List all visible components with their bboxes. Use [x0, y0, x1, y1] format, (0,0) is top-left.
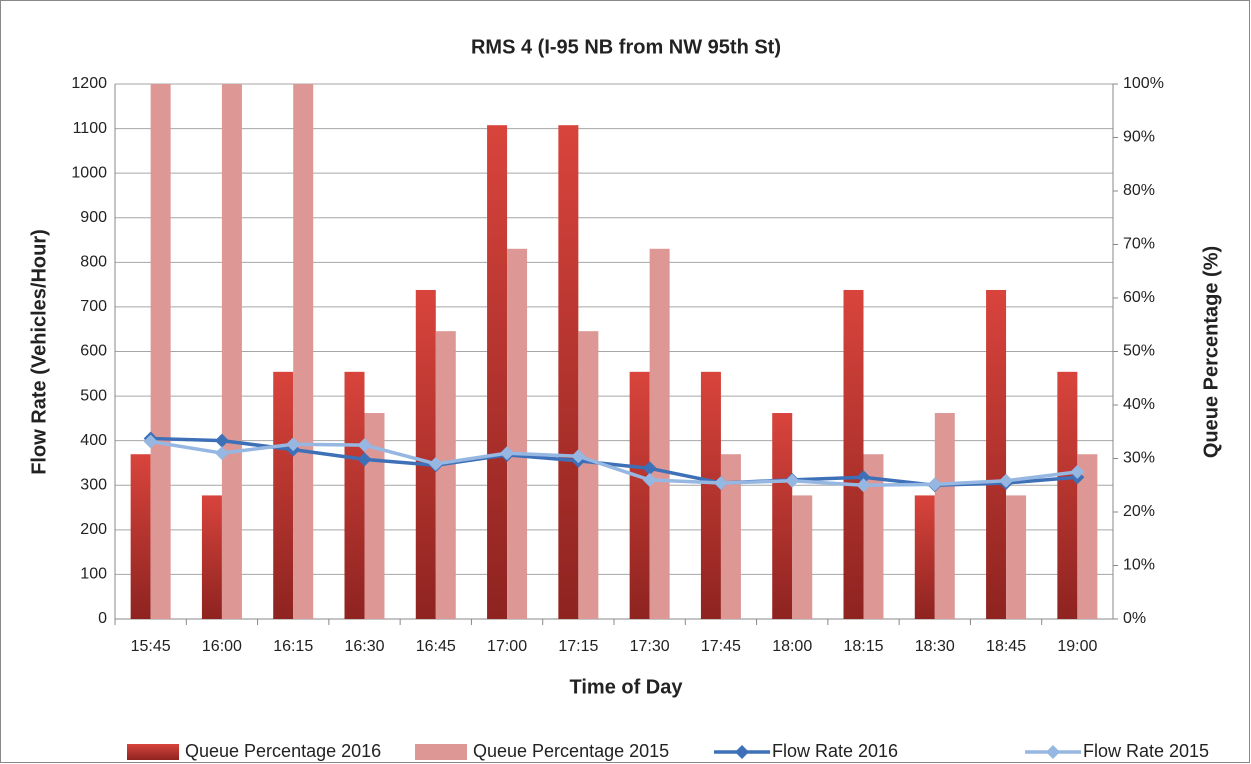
x-tick-label: 18:15 — [843, 638, 883, 655]
y-tick-label: 100 — [80, 566, 107, 583]
marker — [357, 438, 372, 453]
bar — [415, 289, 436, 619]
bar — [843, 289, 864, 619]
bar — [792, 495, 813, 619]
bar — [700, 371, 721, 619]
legend-swatch — [415, 744, 467, 760]
bar — [344, 371, 365, 619]
bar — [364, 413, 385, 619]
bar — [487, 125, 508, 619]
legend-marker — [1046, 745, 1060, 759]
y2-tick-label: 70% — [1123, 236, 1155, 253]
y-axis-title: Flow Rate (Vehicles/Hour) — [28, 229, 50, 475]
bar — [914, 495, 935, 619]
bar — [150, 84, 171, 619]
bar — [558, 125, 579, 619]
bar — [720, 454, 741, 619]
bar — [649, 248, 670, 619]
bar — [293, 84, 314, 619]
y2-tick-label: 40% — [1123, 396, 1155, 413]
y2-tick-label: 100% — [1123, 75, 1164, 92]
bar — [130, 454, 151, 619]
x-tick-label: 16:30 — [344, 638, 384, 655]
line — [150, 439, 1078, 488]
bar — [507, 248, 528, 619]
marker — [1070, 464, 1085, 479]
chart-title: RMS 4 (I-95 NB from NW 95th St) — [471, 36, 781, 58]
y2-tick-label: 50% — [1123, 343, 1155, 360]
y-tick-label: 400 — [80, 432, 107, 449]
y2-tick-label: 80% — [1123, 182, 1155, 199]
marker — [214, 446, 229, 461]
bar — [934, 413, 955, 619]
bar — [221, 84, 242, 619]
x-tick-label: 18:00 — [772, 638, 812, 655]
x-tick-label: 16:15 — [273, 638, 313, 655]
marker — [571, 449, 586, 464]
marker — [428, 456, 443, 471]
marker — [856, 478, 871, 493]
x-tick-label: 18:30 — [915, 638, 955, 655]
marker — [785, 473, 800, 488]
bar — [578, 331, 599, 619]
legend-label: Queue Percentage 2015 — [473, 741, 669, 761]
bar — [273, 371, 294, 619]
marker — [286, 437, 301, 452]
bar — [863, 454, 884, 619]
y-tick-label: 0 — [98, 610, 107, 627]
bar — [1077, 454, 1098, 619]
y2-tick-label: 0% — [1123, 610, 1146, 627]
x-tick-label: 17:15 — [558, 638, 598, 655]
y-tick-label: 900 — [80, 209, 107, 226]
y2-tick-label: 20% — [1123, 503, 1155, 520]
x-axis-title: Time of Day — [570, 676, 684, 698]
y-tick-label: 700 — [80, 298, 107, 315]
y2-axis-title: Queue Percentage (%) — [1200, 246, 1222, 458]
x-tick-label: 17:45 — [701, 638, 741, 655]
x-tick-label: 18:45 — [986, 638, 1026, 655]
legend-marker — [735, 745, 749, 759]
x-tick-label: 17:00 — [487, 638, 527, 655]
marker — [927, 477, 942, 492]
marker — [999, 473, 1014, 488]
y2-tick-label: 90% — [1123, 129, 1155, 146]
bar — [201, 495, 222, 619]
y-tick-label: 800 — [80, 254, 107, 271]
legend-label: Flow Rate 2015 — [1083, 741, 1209, 761]
marker — [856, 470, 871, 485]
bar — [986, 289, 1007, 619]
bar — [1006, 495, 1027, 619]
y2-tick-label: 10% — [1123, 557, 1155, 574]
x-tick-label: 15:45 — [131, 638, 171, 655]
x-tick-label: 17:30 — [630, 638, 670, 655]
y2-tick-label: 30% — [1123, 450, 1155, 467]
bar — [629, 371, 650, 619]
marker — [143, 434, 158, 449]
marker — [357, 452, 372, 467]
bar — [435, 331, 456, 619]
y-tick-label: 1100 — [73, 120, 108, 137]
legend-label: Queue Percentage 2016 — [185, 741, 381, 761]
bar — [1057, 371, 1078, 619]
bar — [772, 413, 793, 619]
x-tick-label: 16:00 — [202, 638, 242, 655]
x-tick-label: 16:45 — [416, 638, 456, 655]
marker — [500, 446, 515, 461]
y-tick-label: 600 — [80, 343, 107, 360]
y-tick-label: 200 — [80, 521, 107, 538]
y-tick-label: 1200 — [71, 75, 107, 92]
legend-label: Flow Rate 2016 — [772, 741, 898, 761]
y-tick-label: 500 — [80, 387, 107, 404]
y-tick-label: 300 — [80, 476, 107, 493]
legend-swatch — [127, 744, 179, 760]
x-tick-label: 19:00 — [1057, 638, 1097, 655]
y-tick-label: 1000 — [71, 164, 107, 181]
marker — [642, 472, 657, 487]
marker — [214, 433, 229, 448]
marker — [713, 476, 728, 491]
y2-tick-label: 60% — [1123, 289, 1155, 306]
marker — [642, 461, 657, 476]
